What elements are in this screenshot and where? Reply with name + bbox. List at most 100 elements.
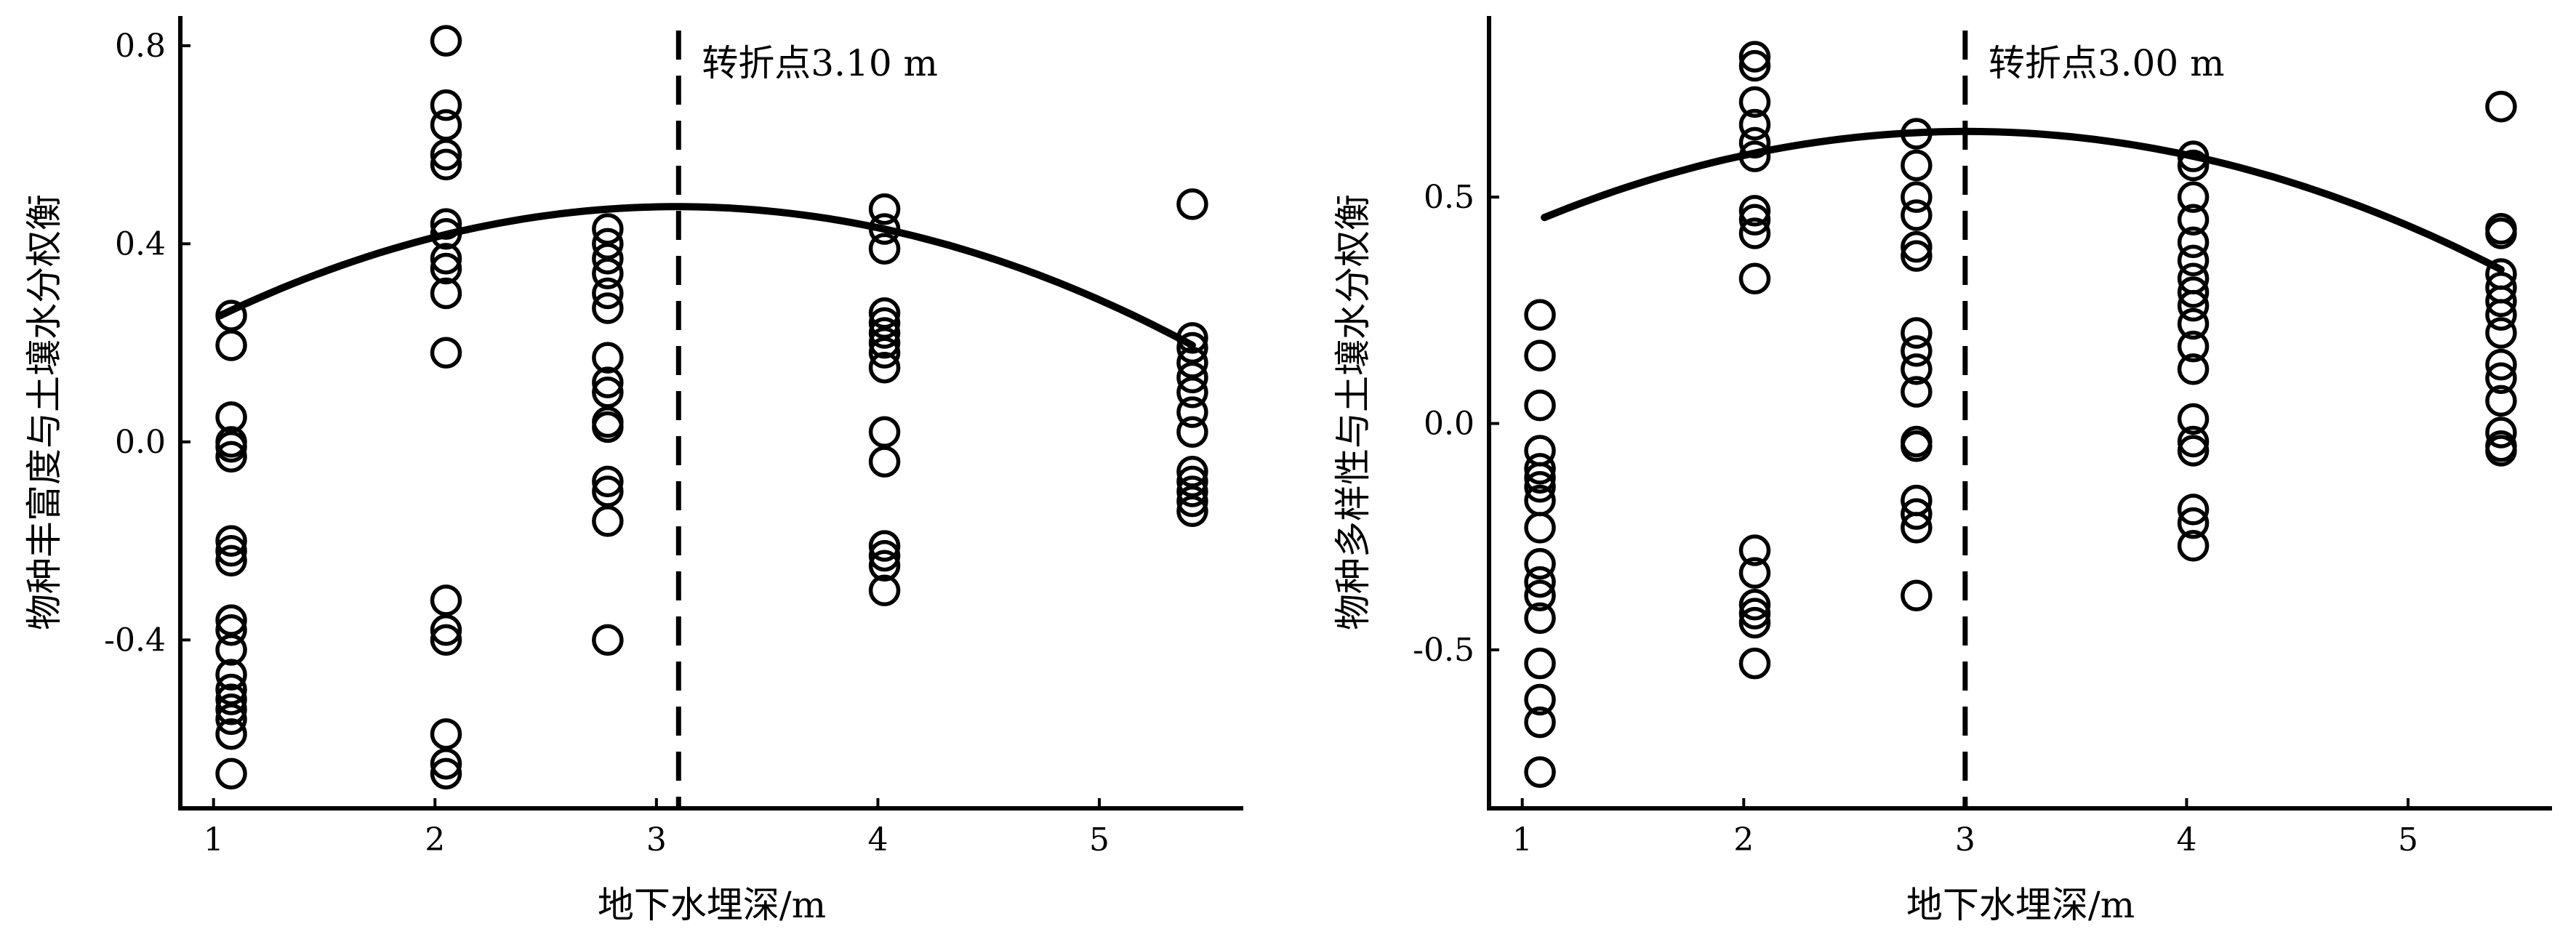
data-point	[430, 218, 462, 250]
data-point	[215, 673, 247, 706]
data-point	[1176, 495, 1208, 527]
data-point	[868, 297, 901, 329]
y-axis-title: 物种多样性与土壤水分权衡	[1332, 194, 1374, 630]
data-point	[1901, 199, 1933, 231]
data-point	[430, 252, 462, 285]
data-point	[1738, 606, 1771, 639]
data-point	[592, 292, 624, 324]
y-tick-label: 0.0	[1424, 406, 1474, 443]
y-axis-title: 物种丰富度与土壤水分权衡	[23, 194, 65, 630]
data-point	[1901, 240, 1933, 272]
data-point	[1738, 588, 1771, 621]
data-point	[2177, 204, 2210, 236]
data-point	[2177, 181, 2210, 213]
data-point	[1901, 579, 1933, 612]
data-point	[1901, 512, 1933, 544]
data-point	[215, 535, 247, 567]
data-point	[2177, 276, 2210, 308]
data-point	[1524, 462, 1556, 494]
data-point	[1901, 335, 1933, 367]
data-point	[868, 416, 901, 448]
data-point	[1524, 471, 1556, 503]
data-point	[1738, 204, 1771, 236]
data-point	[2485, 317, 2517, 349]
data-point	[430, 584, 462, 616]
data-point	[1738, 41, 1771, 73]
data-point	[868, 193, 901, 225]
data-point	[592, 366, 624, 398]
data-point	[2177, 494, 2210, 526]
data-point	[868, 307, 901, 339]
data-point	[1524, 299, 1556, 331]
data-point	[1738, 217, 1771, 249]
data-point	[2177, 140, 2210, 172]
data-point	[2177, 226, 2210, 259]
data-point	[2177, 529, 2210, 562]
data-point	[2177, 435, 2210, 467]
data-point	[868, 351, 901, 384]
data-point	[1901, 430, 1933, 462]
data-point	[215, 441, 247, 473]
data-point	[2485, 348, 2517, 381]
data-point	[1738, 126, 1771, 159]
data-point	[1738, 598, 1771, 630]
y-tick-label: 0.0	[115, 424, 166, 461]
data-point	[430, 624, 462, 656]
y-tick-label: 0.4	[115, 225, 166, 262]
left-panel: 1 2 3 4 5 0.8 0.4 0.0 -0.4 地下水埋深/m 物种丰富度与土壤水分权衡 转折点…	[23, 16, 1243, 926]
data-point	[868, 574, 901, 606]
x-tick-label: 4	[867, 821, 888, 858]
data-point	[868, 530, 901, 562]
data-point	[2485, 299, 2517, 331]
data-point	[215, 329, 247, 361]
data-point	[430, 148, 462, 181]
y-tick-label: -0.4	[104, 622, 166, 659]
data-point	[868, 337, 901, 369]
data-point	[1901, 230, 1933, 263]
data-point	[592, 277, 624, 310]
x-axis-title: 地下水埋深/m	[598, 884, 826, 926]
data-point	[430, 25, 462, 57]
data-point	[430, 139, 462, 171]
data-point	[592, 213, 624, 245]
data-point	[215, 634, 247, 666]
data-point	[1176, 416, 1208, 448]
data-point	[215, 718, 247, 750]
data-point	[1901, 317, 1933, 349]
data-point	[215, 693, 247, 725]
data-point	[215, 614, 247, 646]
data-point	[868, 213, 901, 245]
data-point	[1901, 149, 1933, 182]
threshold-label: 转折点3.00 m	[1989, 42, 2225, 84]
x-axis-title: 地下水埋深/m	[1906, 884, 2135, 926]
data-point	[592, 475, 624, 507]
data-point	[592, 411, 624, 443]
data-point	[1176, 347, 1208, 379]
fit-curve	[216, 203, 1196, 349]
data-point	[1901, 498, 1933, 530]
data-point	[215, 703, 247, 736]
data-point	[1176, 361, 1208, 394]
data-point	[1524, 453, 1556, 485]
x-tick-label: 5	[1089, 821, 1110, 858]
data-point	[430, 337, 462, 369]
data-point	[592, 228, 624, 260]
data-point	[1176, 396, 1208, 428]
data-point	[868, 539, 901, 572]
data-point	[215, 604, 247, 636]
data-point	[1176, 331, 1208, 364]
data-point	[1738, 647, 1771, 680]
data-point	[1738, 140, 1771, 172]
data-point	[1738, 534, 1771, 566]
data-point	[430, 747, 462, 780]
data-point	[1901, 353, 1933, 385]
data-point	[1738, 195, 1771, 227]
data-point	[868, 446, 901, 478]
data-point	[1901, 181, 1933, 213]
data-point	[2485, 90, 2517, 123]
data-point	[2485, 435, 2517, 467]
data-point	[1524, 547, 1556, 580]
data-point	[592, 257, 624, 289]
y-tick-label: 0.8	[115, 28, 166, 65]
